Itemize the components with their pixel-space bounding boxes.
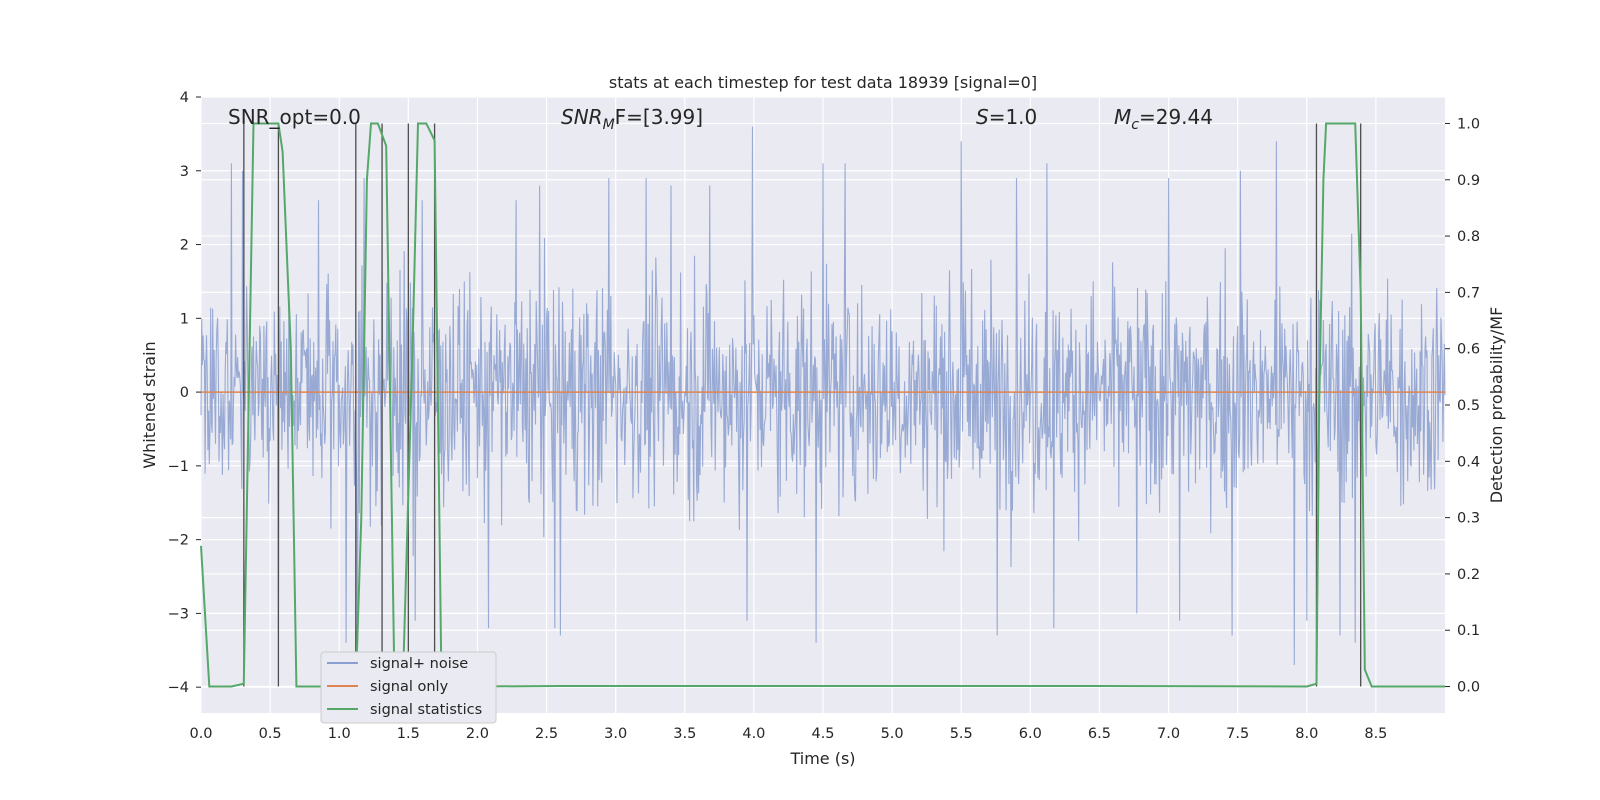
ticks: 0.0 0.5 1.0 1.5 2.0 2.5 3.0 3.5 4.0 4.5 5.0 5.5 6.0 6… — [168, 90, 1480, 742]
annotation-s: S=1.0 — [976, 105, 1037, 129]
x-tick-label: 0.0 — [189, 726, 212, 742]
annotation-snr-opt: SNR_opt=0.0 — [228, 105, 361, 129]
chart-title: stats at each timestep for test data 189… — [609, 73, 1037, 92]
x-tick-label: 3.0 — [604, 726, 627, 742]
annotation-mc-sub: c — [1131, 117, 1139, 133]
y-right-tick-label: 0.2 — [1457, 567, 1480, 583]
y-tick-label: 0 — [180, 385, 189, 401]
legend-box — [320, 651, 497, 724]
legend-label-signal-only: signal only — [370, 679, 449, 695]
y-tick-label: 3 — [180, 164, 189, 180]
y-right-tick-label: 0.1 — [1457, 623, 1480, 639]
y-right-tick-label: 0.9 — [1457, 173, 1480, 189]
annotation-snr-mf: SNRMF=[3.99] — [561, 105, 703, 133]
x-tick-label: 5.5 — [950, 726, 973, 742]
y-tick-label: −2 — [168, 533, 189, 549]
legend: signal+ noise signal only signal statist… — [320, 651, 497, 724]
series-signal-statistics — [200, 122, 1445, 688]
annotation-snr-mf-prefix: SNR — [561, 105, 603, 129]
vertical-markers — [243, 123, 1362, 687]
y-right-tick-label: 0.4 — [1457, 454, 1480, 470]
x-tick-label: 7.5 — [1226, 726, 1249, 742]
annotation-s-var: S — [976, 105, 989, 129]
annotation-snr-mf-suffix: F=[3.99] — [615, 105, 703, 129]
legend-label-signal-statistics: signal statistics — [370, 702, 482, 718]
legend-label-signal-noise: signal+ noise — [370, 656, 468, 672]
annotation-mc-var: M — [1114, 105, 1131, 129]
y-tick-label: −1 — [168, 459, 189, 475]
y-right-tick-label: 0.8 — [1457, 229, 1480, 245]
annotation-mc-value: =29.44 — [1139, 105, 1213, 129]
x-tick-label: 5.0 — [881, 726, 904, 742]
annotation-s-value: =1.0 — [989, 105, 1038, 129]
x-tick-label: 7.0 — [1157, 726, 1180, 742]
annotation-snr-mf-sub: M — [603, 117, 615, 133]
y-axis-label-right: Detection probability/MF — [1487, 307, 1506, 504]
y-axis-label: Whitened strain — [140, 341, 159, 468]
y-tick-label: 4 — [180, 90, 189, 106]
y-tick-label: 1 — [180, 311, 189, 327]
y-right-tick-label: 0.6 — [1457, 342, 1480, 358]
x-tick-label: 4.5 — [811, 726, 834, 742]
y-right-tick-label: 0.5 — [1457, 398, 1480, 414]
x-tick-label: 1.5 — [397, 726, 420, 742]
y-tick-label: 2 — [180, 238, 189, 254]
x-tick-label: 8.0 — [1295, 726, 1318, 742]
y-right-tick-label: 0.3 — [1457, 511, 1480, 527]
x-tick-label: 4.0 — [742, 726, 765, 742]
y-tick-label: −3 — [168, 606, 189, 622]
x-tick-label: 2.0 — [466, 726, 489, 742]
x-tick-label: 6.5 — [1088, 726, 1111, 742]
annotation-mc: Mc=29.44 — [1114, 105, 1213, 133]
x-tick-label: 0.5 — [259, 726, 282, 742]
x-tick-label: 2.5 — [535, 726, 558, 742]
x-tick-label: 3.5 — [673, 726, 696, 742]
x-tick-label: 6.0 — [1019, 726, 1042, 742]
y-tick-label: −4 — [168, 680, 189, 696]
y-right-tick-label: 0.7 — [1457, 285, 1480, 301]
x-axis-label: Time (s) — [789, 749, 855, 768]
y-right-tick-label: 0.0 — [1457, 680, 1480, 696]
y-right-tick-label: 1.0 — [1457, 116, 1480, 132]
x-tick-label: 8.5 — [1364, 726, 1387, 742]
signal-statistics-line — [200, 122, 1445, 688]
x-tick-label: 1.0 — [328, 726, 351, 742]
